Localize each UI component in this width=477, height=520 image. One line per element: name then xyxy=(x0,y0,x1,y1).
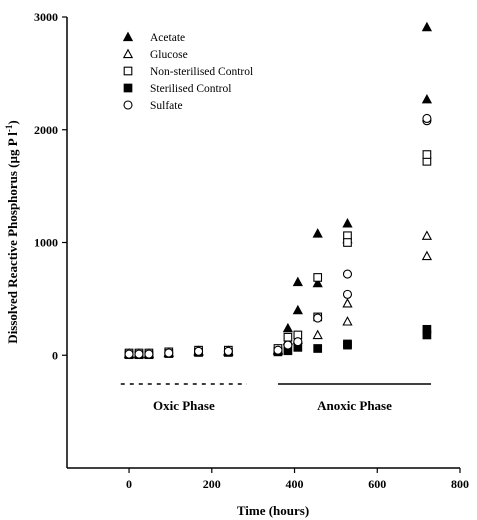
legend-marker xyxy=(122,48,134,59)
legend-marker xyxy=(123,66,133,76)
data-point xyxy=(292,276,303,287)
data-point xyxy=(422,113,432,124)
axes: 0 200 400 600 800 0 1000 2000 3000 xyxy=(34,10,469,491)
legend-label: Sterilised Control xyxy=(150,83,231,95)
y-axis-title-close: ) xyxy=(5,120,20,124)
data-point xyxy=(283,340,293,350)
x-axis-title: Time (hours) xyxy=(237,503,309,518)
data-point xyxy=(312,228,323,238)
legend-label: Non-sterilised Control xyxy=(150,66,253,78)
data-point xyxy=(283,332,293,342)
data-point xyxy=(312,277,323,288)
legend-marker xyxy=(123,100,133,110)
data-point xyxy=(343,340,352,350)
data-point xyxy=(282,322,294,333)
data-point xyxy=(313,273,323,282)
legend-label: Acetate xyxy=(150,32,185,44)
data-point xyxy=(223,346,233,356)
x-tick-label: 400 xyxy=(286,477,304,491)
legend: Acetate Glucose Non-sterilised Control Ster… xyxy=(122,31,253,112)
legend-label: Glucose xyxy=(150,49,188,61)
data-point xyxy=(164,348,174,358)
legend-marker xyxy=(123,83,133,93)
y-tick-label: 2000 xyxy=(34,123,58,137)
data-point xyxy=(342,217,353,228)
y-tick-label: 1000 xyxy=(34,236,58,250)
data-point xyxy=(421,93,433,104)
data-point xyxy=(421,250,433,261)
legend-marker xyxy=(122,31,134,42)
y-tick-label: 0 xyxy=(52,348,58,362)
y-axis-title-main: Dissolved Reactive Phosphorus (µg P l xyxy=(5,132,20,344)
data-point xyxy=(124,349,134,359)
data-point xyxy=(144,349,154,359)
data-point xyxy=(342,289,353,299)
data-point xyxy=(292,304,303,315)
data-point xyxy=(293,337,303,347)
data-point xyxy=(422,324,432,334)
x-tick-label: 800 xyxy=(451,477,469,491)
data-points xyxy=(123,21,433,360)
x-tick-label: 0 xyxy=(126,477,132,491)
data-point xyxy=(312,329,323,340)
data-point xyxy=(421,21,433,32)
oxic-phase-label: Oxic Phase xyxy=(153,398,215,413)
series-non-sterilised-control xyxy=(124,150,432,358)
data-point xyxy=(313,313,323,323)
data-point xyxy=(343,238,352,247)
data-point xyxy=(134,349,144,359)
data-point xyxy=(313,344,323,353)
anoxic-phase-label: Anoxic Phase xyxy=(317,398,392,413)
x-tick-label: 200 xyxy=(203,477,221,491)
data-point xyxy=(421,230,433,240)
x-tick-label: 600 xyxy=(368,477,386,491)
data-point xyxy=(194,346,204,356)
data-point xyxy=(422,150,432,159)
data-point xyxy=(273,345,283,355)
y-axis-title-superscript: -1 xyxy=(4,124,14,132)
data-point xyxy=(342,316,353,326)
data-point xyxy=(342,298,353,308)
series-sulfate xyxy=(124,113,432,359)
y-axis-title: Dissolved Reactive Phosphorus (µg P l-1) xyxy=(4,120,20,343)
legend-label: Sulfate xyxy=(150,100,183,112)
series-glucose xyxy=(123,230,433,359)
y-tick-label: 3000 xyxy=(34,10,58,24)
phase-annotations: Oxic Phase Anoxic Phase xyxy=(120,383,432,413)
data-point xyxy=(342,269,353,279)
